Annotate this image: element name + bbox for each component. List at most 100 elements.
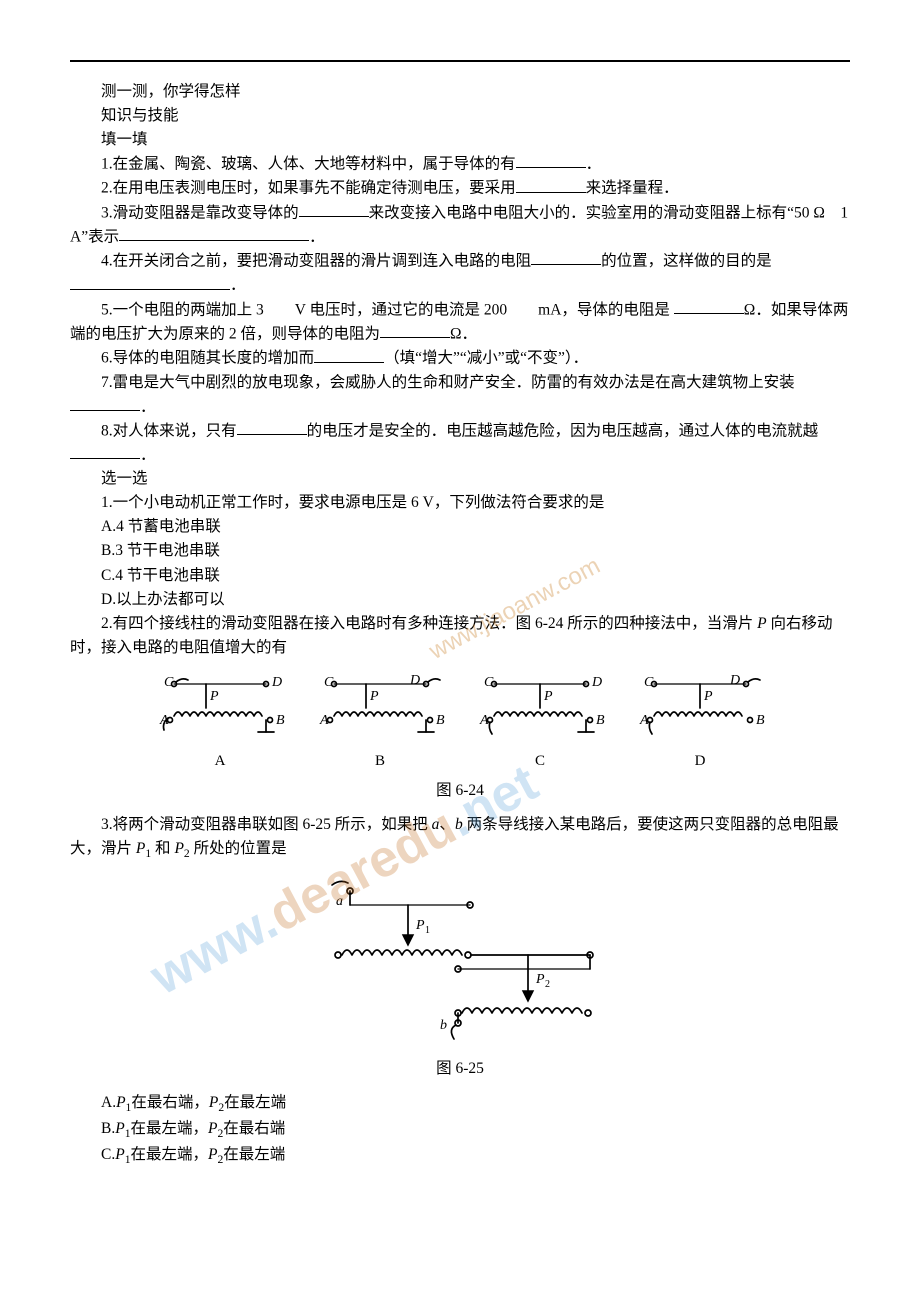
fill-q3a: 3.滑动变阻器是靠改变导体的	[101, 204, 299, 221]
blank	[70, 443, 140, 459]
q3A-pre: A.	[101, 1094, 116, 1111]
q3A-P1: P	[116, 1094, 125, 1111]
fill-q6b: （填“增大”“减小”或“不变”）．	[384, 350, 588, 367]
svg-text:b: b	[440, 1018, 447, 1033]
svg-text:P: P	[369, 689, 379, 704]
svg-text:P: P	[415, 918, 425, 933]
svg-text:A: A	[319, 713, 329, 728]
fill-q6a: 6.导体的电阻随其长度的增加而	[101, 350, 314, 367]
svg-text:C: C	[484, 675, 494, 690]
q3B-P1: P	[115, 1120, 124, 1137]
heading-choose: 选一选	[70, 467, 850, 491]
heading-fill: 填一填	[70, 128, 850, 152]
fill-q1: 1.在金属、陶瓷、玻璃、人体、大地等材料中，属于导体的有 ．	[70, 152, 850, 176]
choose-q3-optB: B.P1在最左端，P2在最右端	[70, 1117, 850, 1143]
choose-q2a: 2.有四个接线柱的滑动变阻器在接入电路时有多种连接方法．图 6-24 所示的四种…	[101, 615, 753, 632]
choose-q3d: 所处的位置是	[194, 840, 287, 857]
fill-q8: 8.对人体来说，只有 的电压才是安全的．电压越高越危险，因为电压越高，通过人体的电…	[70, 419, 850, 468]
var-P: P	[757, 615, 766, 632]
q3A-mid: 在最右端，	[131, 1094, 209, 1111]
q3B-mid: 在最左端，	[131, 1120, 209, 1137]
heading-test: 测一测，你学得怎样	[70, 80, 850, 104]
choose-q3-optA: A.P1在最右端，P2在最左端	[70, 1091, 850, 1117]
top-horizontal-rule	[70, 60, 850, 62]
fill-q2-end: 来选择量程．	[586, 180, 679, 197]
svg-text:B: B	[276, 713, 285, 728]
q3B-end: 在最右端	[223, 1120, 285, 1137]
figure-6-25: a P1 P2	[70, 873, 850, 1051]
heading-knowledge: 知识与技能	[70, 104, 850, 128]
fill-q8b: 的电压才是安全的．电压越高越危险，因为电压越高，通过人体的电流就越	[307, 422, 819, 439]
fill-q4-end: ．	[230, 277, 246, 294]
fill-q7b: ．	[140, 398, 156, 415]
fill-q4: 4.在开关闭合之前，要把滑动变阻器的滑片调到连入电路的电阻 的位置，这样做的目的是…	[70, 249, 850, 298]
fill-q5c: Ω．	[450, 325, 477, 342]
fill-q8a: 8.对人体来说，只有	[101, 422, 237, 439]
fill-q4a: 4.在开关闭合之前，要把滑动变阻器的滑片调到连入电路的电阻	[101, 252, 531, 269]
panel-A-label: A	[150, 750, 290, 773]
panel-D: C D P A B D	[630, 670, 770, 773]
choose-q2: 2.有四个接线柱的滑动变阻器在接入电路时有多种连接方法．图 6-24 所示的四种…	[70, 612, 850, 660]
q3C-mid: 在最左端，	[131, 1146, 209, 1163]
var-P1: P	[136, 840, 145, 857]
blank	[70, 395, 140, 411]
svg-text:C: C	[644, 675, 654, 690]
fill-q1-end: ．	[586, 155, 602, 172]
blank	[531, 249, 601, 265]
svg-text:D: D	[271, 675, 282, 690]
svg-text:D: D	[591, 675, 602, 690]
svg-text:P: P	[535, 972, 545, 987]
q3C-P1: P	[115, 1146, 124, 1163]
fill-q7a: 7.雷电是大气中剧烈的放电现象，会威胁人的生命和财产安全．防雷的有效办法是在高大…	[101, 374, 795, 391]
svg-text:D: D	[729, 673, 740, 688]
choose-q1c: C.4 节干电池串联	[70, 564, 850, 588]
svg-text:a: a	[336, 894, 343, 909]
q3C-pre: C.	[101, 1146, 115, 1163]
fill-q7: 7.雷电是大气中剧烈的放电现象，会威胁人的生命和财产安全．防雷的有效办法是在高大…	[70, 371, 850, 419]
svg-text:C: C	[164, 675, 174, 690]
panel-B-label: B	[310, 750, 450, 773]
choose-q1b: B.3 节干电池串联	[70, 539, 850, 563]
svg-text:C: C	[324, 675, 334, 690]
blank	[674, 298, 744, 314]
fill-q3: 3.滑动变阻器是靠改变导体的来改变接入电路中电阻大小的．实验室用的滑动变阻器上标…	[70, 201, 850, 250]
choose-q1d: D.以上办法都可以	[70, 588, 850, 612]
choose-q3-optC: C.P1在最左端，P2在最左端	[70, 1143, 850, 1169]
svg-text:D: D	[409, 673, 420, 688]
fill-q1-text: 1.在金属、陶瓷、玻璃、人体、大地等材料中，属于导体的有	[101, 155, 516, 172]
var-P1s: 1	[145, 847, 151, 860]
blank	[516, 152, 586, 168]
sep1: 、	[439, 816, 455, 833]
svg-text:A: A	[639, 713, 649, 728]
svg-text:B: B	[756, 713, 765, 728]
q3A-end: 在最左端	[224, 1094, 286, 1111]
caption-6-24: 图 6-24	[70, 779, 850, 803]
choose-q3: 3.将两个滑动变阻器串联如图 6-25 所示，如果把 a、b 两条导线接入某电路…	[70, 813, 850, 863]
choose-q1: 1.一个小电动机正常工作时，要求电源电压是 6 V，下列做法符合要求的是	[70, 491, 850, 515]
fill-q5a: 5.一个电阻的两端加上 3 V 电压时，通过它的电流是 200 mA，导体的电阻…	[101, 301, 670, 318]
blank	[119, 225, 309, 241]
choose-q3a: 3.将两个滑动变阻器串联如图 6-25 所示，如果把	[101, 816, 428, 833]
fill-q3-end: ．	[309, 228, 325, 245]
blank	[380, 322, 450, 338]
fill-q2: 2.在用电压表测电压时，如果事先不能确定待测电压，要采用 来选择量程．	[70, 176, 850, 200]
fill-q2-text: 2.在用电压表测电压时，如果事先不能确定待测电压，要采用	[101, 180, 516, 197]
panel-C: C D P A B C	[470, 670, 610, 773]
blank	[516, 176, 586, 192]
choose-q1a: A.4 节蓄电池串联	[70, 515, 850, 539]
choose-q3c: 和	[155, 840, 171, 857]
q3C-end: 在最左端	[223, 1146, 285, 1163]
svg-text:B: B	[596, 713, 605, 728]
fill-q4b: 的位置，这样做的目的是	[601, 252, 772, 269]
q3A-P2: P	[209, 1094, 218, 1111]
fill-q5: 5.一个电阻的两端加上 3 V 电压时，通过它的电流是 200 mA，导体的电阻…	[70, 298, 850, 347]
fill-q6: 6.导体的电阻随其长度的增加而 （填“增大”“减小”或“不变”）．	[70, 346, 850, 370]
page-content: www.dearedu.net www.jiaoanw.com 测一测，你学得怎…	[70, 80, 850, 1169]
figure-6-24: C D P A B A	[70, 670, 850, 773]
blank	[70, 273, 230, 289]
panel-A: C D P A B A	[150, 670, 290, 773]
svg-text:P: P	[543, 689, 553, 704]
svg-text:2: 2	[545, 979, 550, 990]
svg-text:P: P	[703, 689, 713, 704]
caption-6-25: 图 6-25	[70, 1057, 850, 1081]
